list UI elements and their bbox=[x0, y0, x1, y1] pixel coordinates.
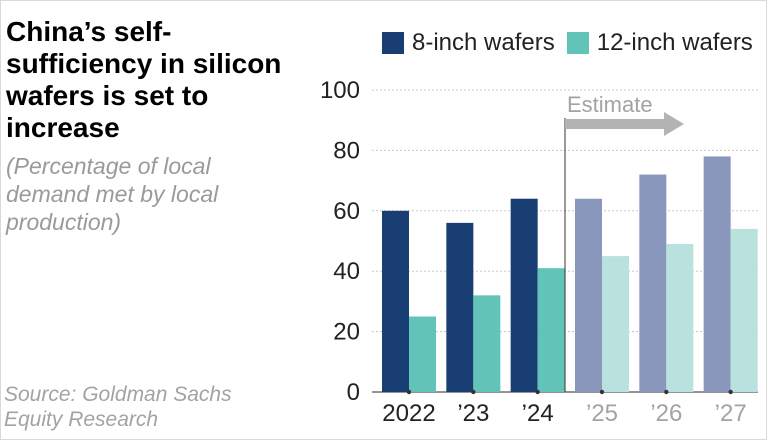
x-tick-mark bbox=[664, 389, 669, 395]
legend-label-8-inch: 8-inch wafers bbox=[412, 29, 555, 56]
x-tick-mark bbox=[471, 389, 476, 395]
chart-title: China’s self-sufficiency in silicon wafe… bbox=[6, 16, 282, 143]
x-tick-label: ’27 bbox=[715, 400, 747, 427]
bar-12-inch bbox=[409, 316, 436, 392]
bar-8-inch bbox=[575, 198, 602, 392]
x-tick-label: 2022 bbox=[382, 400, 435, 427]
x-tick-mark bbox=[535, 389, 540, 395]
y-tick-label: 60 bbox=[333, 198, 360, 225]
x-tick-mark bbox=[406, 389, 412, 395]
bar-12-inch bbox=[730, 228, 758, 392]
chart-subtitle: (Percentage of local demand met by local… bbox=[6, 153, 219, 235]
x-tick-label: ’24 bbox=[522, 400, 554, 427]
bar-8-inch bbox=[510, 198, 538, 392]
bar-8-inch bbox=[703, 156, 731, 392]
legend-swatch-8-inch bbox=[382, 32, 404, 54]
y-tick-label: 20 bbox=[333, 319, 360, 346]
estimate-arrow-head bbox=[664, 112, 684, 136]
legend-swatch-12-inch bbox=[566, 32, 589, 54]
source-note: Source: Goldman Sachs Equity Research bbox=[4, 383, 232, 431]
y-tick-label: 40 bbox=[333, 258, 360, 285]
x-tick-label: ’23 bbox=[457, 400, 489, 427]
x-tick-label: ’25 bbox=[586, 400, 618, 427]
bar-8-inch bbox=[382, 210, 409, 392]
legend-label-12-inch: 12-inch wafers bbox=[596, 29, 753, 56]
estimate-arrow-shaft bbox=[565, 119, 665, 129]
legend: 8-inch wafers 12-inch wafers bbox=[382, 28, 765, 58]
bar-12-inch bbox=[537, 268, 565, 392]
estimate-label: Estimate bbox=[567, 92, 653, 117]
legend-item-8-inch: 8-inch wafers bbox=[382, 29, 555, 57]
bar-12-inch bbox=[666, 244, 694, 392]
bar-8-inch bbox=[639, 174, 667, 392]
bar-12-inch bbox=[473, 295, 501, 392]
bar-8-inch bbox=[446, 222, 474, 392]
y-tick-label: 0 bbox=[347, 379, 360, 406]
x-tick-label: ’26 bbox=[650, 400, 682, 427]
x-tick-mark bbox=[728, 389, 733, 395]
y-tick-label: 100 bbox=[320, 77, 360, 104]
x-tick-mark bbox=[599, 389, 605, 395]
bar-12-inch bbox=[602, 256, 629, 392]
legend-item-12-inch: 12-inch wafers bbox=[566, 29, 753, 57]
y-tick-label: 80 bbox=[333, 137, 360, 164]
